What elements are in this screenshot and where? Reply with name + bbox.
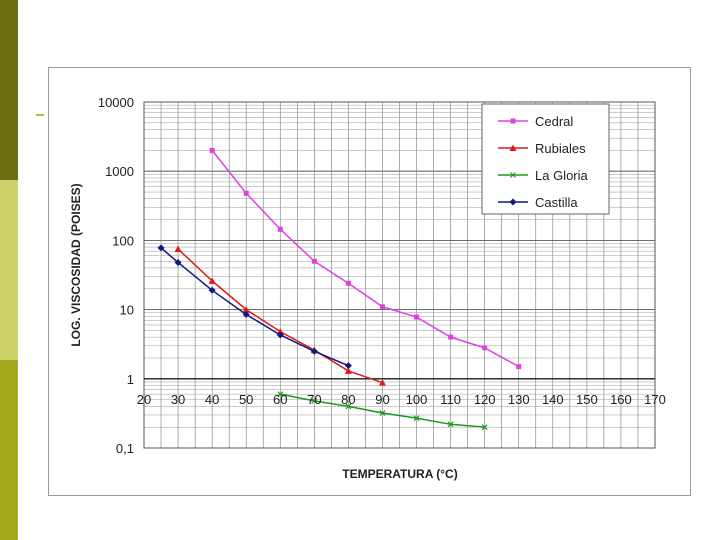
legend-item-cedral: Cedral	[498, 114, 573, 129]
data-point	[243, 190, 249, 196]
data-point	[311, 397, 318, 404]
x-tick-label: 170	[644, 392, 666, 407]
data-point	[174, 245, 182, 253]
x-tick-label: 40	[205, 392, 219, 407]
data-point	[378, 379, 386, 386]
x-tick-label: 130	[508, 392, 530, 407]
legend-label: Castilla	[535, 195, 578, 210]
data-point	[310, 347, 318, 355]
data-point	[345, 280, 351, 286]
legend-label: Cedral	[535, 114, 573, 129]
series-line-cedral	[211, 149, 520, 368]
y-tick-label: 0,1	[116, 441, 134, 456]
data-point	[209, 147, 215, 153]
data-point	[311, 258, 317, 264]
x-tick-label: 160	[610, 392, 632, 407]
y-tick-label: 1000	[105, 164, 134, 179]
data-point	[208, 286, 216, 294]
data-point	[242, 310, 250, 318]
data-point	[344, 362, 352, 370]
data-point	[510, 118, 516, 124]
data-point	[208, 277, 216, 284]
data-point	[242, 306, 250, 313]
data-point	[379, 410, 386, 416]
x-tick-label: 150	[576, 392, 598, 407]
data-point	[344, 367, 352, 374]
data-point	[509, 198, 517, 206]
x-tick-label: 90	[375, 392, 389, 407]
y-tick-label: 10000	[98, 95, 134, 110]
x-tick-label: 70	[307, 392, 321, 407]
series-cedral	[209, 147, 522, 370]
x-tick-label: 80	[341, 392, 355, 407]
data-point	[174, 258, 182, 266]
x-tick-label: 140	[542, 392, 564, 407]
x-tick-label: 60	[273, 392, 287, 407]
data-point	[509, 144, 517, 151]
plot-border	[143, 101, 656, 449]
x-tick-label: 100	[406, 392, 428, 407]
data-point	[345, 403, 352, 410]
data-point	[448, 334, 454, 340]
legend-label: La Gloria	[535, 168, 589, 183]
y-tick-label: 100	[112, 233, 134, 248]
data-point	[157, 244, 165, 252]
x-tick-label: 20	[137, 392, 151, 407]
decor-stripe-bottom	[0, 360, 18, 540]
x-axis-title: TEMPERATURA (°C)	[342, 467, 457, 481]
bullet-dash	[36, 114, 44, 116]
chart-legend: Cedral Rubiales La Gloria Castilla	[481, 103, 610, 215]
x-tick-label: 120	[474, 392, 496, 407]
series-castilla	[157, 244, 352, 370]
data-point	[276, 331, 284, 339]
data-point	[277, 226, 283, 232]
series-la-gloria	[277, 391, 488, 431]
legend-item-castilla: Castilla	[498, 195, 578, 210]
data-point	[379, 304, 385, 310]
data-point	[414, 314, 420, 320]
data-point	[481, 424, 488, 431]
chart-axis-labels: 10000 1000 100 10 1 0,1 20 30 40 50 60 70 80 90 100 110…	[69, 95, 666, 481]
decor-stripe-top	[0, 0, 18, 180]
data-point	[413, 415, 420, 422]
data-point	[276, 328, 284, 335]
decor-stripe-middle	[0, 180, 18, 360]
legend-item-la-gloria: La Gloria	[498, 168, 589, 183]
data-point	[482, 345, 488, 351]
data-point	[510, 172, 516, 178]
legend-box	[481, 103, 610, 215]
legend-label: Rubiales	[535, 141, 586, 156]
y-tick-label: 1	[127, 372, 134, 387]
data-point	[277, 391, 284, 398]
data-point	[516, 364, 522, 370]
legend-item-rubiales: Rubiales	[498, 141, 586, 156]
y-tick-label: 10	[120, 303, 134, 318]
data-point	[447, 421, 454, 428]
y-axis-title: LOG. VISCOSIDAD (POISES)	[69, 183, 83, 346]
x-tick-label: 50	[239, 392, 253, 407]
chart-series	[157, 147, 522, 431]
x-tick-label: 110	[440, 392, 461, 407]
x-tick-label: 30	[171, 392, 185, 407]
